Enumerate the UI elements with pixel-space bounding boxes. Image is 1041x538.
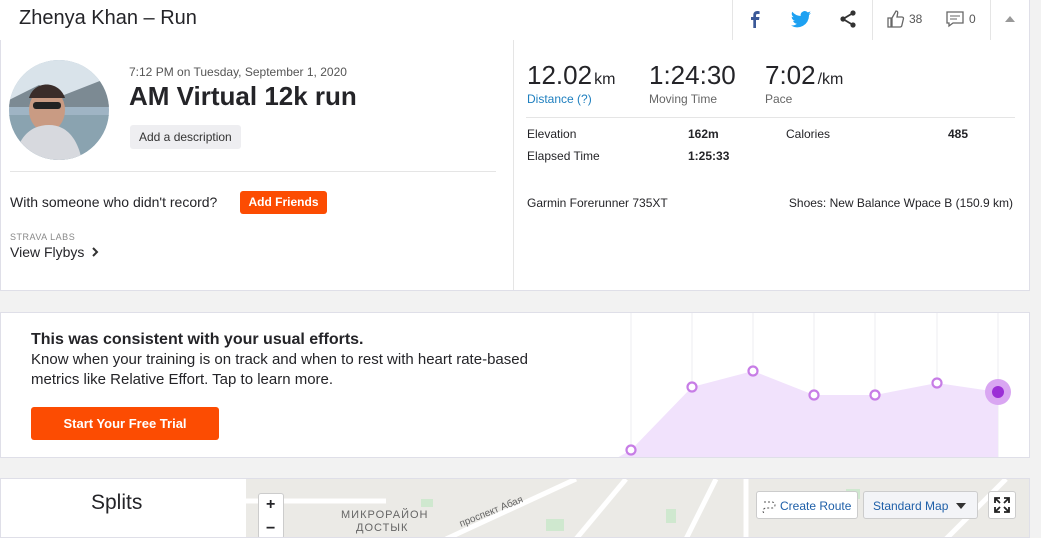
effort-body: metrics like Relative Effort. Tap to lea…	[31, 371, 334, 388]
dropdown-caret	[956, 503, 966, 509]
map-label: ДОСТЫК	[356, 522, 408, 534]
twitter-icon[interactable]	[790, 9, 812, 29]
share-icon[interactable]	[838, 9, 858, 29]
divider	[526, 117, 1015, 118]
zoom-out[interactable]: −	[266, 520, 276, 537]
detail-value: 162m	[688, 127, 719, 141]
free-trial-button[interactable]: Start Your Free Trial	[31, 407, 219, 440]
map-type-label: Standard Map	[873, 499, 949, 513]
zoom-in[interactable]: +	[266, 496, 276, 513]
zoom-control: + −	[258, 493, 284, 537]
stat: 12.02 km Distance (?)	[527, 60, 615, 106]
activity-panel: 7:12 PM on Tuesday, September 1, 2020 AM…	[0, 40, 1030, 291]
avatar	[9, 60, 109, 160]
splits-panel: Splits МИКРОРАЙОН ДОСТЫК проспект Абая +…	[0, 478, 1030, 538]
create-route-button[interactable]: Create Route	[756, 491, 858, 519]
comment-count: 0	[969, 12, 976, 26]
stat-label: Distance (?)	[527, 92, 592, 106]
stat-label: Moving Time	[649, 92, 718, 106]
chevron	[92, 247, 99, 257]
create-route-label: Create Route	[780, 499, 852, 513]
with-someone-text: With someone who didn't record?	[10, 194, 218, 210]
stat: 1:24:30 Moving Time	[649, 60, 736, 106]
divider	[513, 40, 514, 290]
comment-icon[interactable]	[945, 9, 965, 29]
divider	[732, 0, 733, 40]
labs-label: STRAVA LABS	[10, 232, 76, 242]
stat-unit: km	[594, 71, 616, 88]
divider	[872, 0, 873, 40]
effort-heading: This was consistent with your usual effo…	[31, 331, 364, 348]
divider	[10, 171, 496, 172]
view-flybys-link[interactable]: View Flybys	[10, 244, 85, 260]
map-label: МИКРОРАЙОН	[341, 508, 428, 521]
route-icon	[762, 501, 776, 513]
detail-label: Elapsed Time	[527, 149, 600, 163]
collapse-icon[interactable]	[1003, 13, 1017, 25]
add-description-button[interactable]: Add a description	[130, 125, 241, 149]
stat-label: Pace	[765, 92, 793, 106]
effort-panel: This was consistent with your usual effo…	[0, 312, 1030, 458]
page-title: Zhenya Khan – Run	[19, 7, 197, 29]
shoes: Shoes: New Balance Wpace B (150.9 km)	[788, 196, 1013, 210]
activity-name: AM Virtual 12k run	[129, 81, 357, 111]
activity-date: 7:12 PM on Tuesday, September 1, 2020	[129, 65, 347, 79]
detail-label: Calories	[786, 127, 831, 141]
kudos-count: 38	[909, 12, 923, 26]
effort-body: Know when your training is on track and …	[31, 351, 528, 368]
stat-value: 7:02	[765, 60, 816, 90]
fullscreen-button[interactable]	[988, 491, 1016, 519]
device: Garmin Forerunner 735XT	[527, 196, 668, 210]
header: Zhenya Khan – Run 38 0	[0, 0, 1030, 41]
splits-title: Splits	[91, 491, 143, 514]
fullscreen-icon	[994, 497, 1010, 513]
detail-value: 1:25:33	[688, 149, 730, 163]
map-type-select[interactable]: Standard Map	[863, 491, 978, 519]
detail-value: 485	[948, 127, 969, 141]
stat-value: 12.02	[527, 60, 593, 90]
add-friends-button[interactable]: Add Friends	[240, 191, 327, 214]
stat-unit: /km	[817, 71, 844, 88]
detail-label: Elevation	[527, 127, 577, 141]
facebook-icon[interactable]	[745, 9, 765, 29]
divider	[990, 0, 991, 40]
stat-value: 1:24:30	[649, 60, 736, 90]
kudos-icon[interactable]	[885, 9, 905, 29]
effort-sparkline	[618, 313, 1011, 457]
stat: 7:02/km Pace	[765, 60, 843, 106]
